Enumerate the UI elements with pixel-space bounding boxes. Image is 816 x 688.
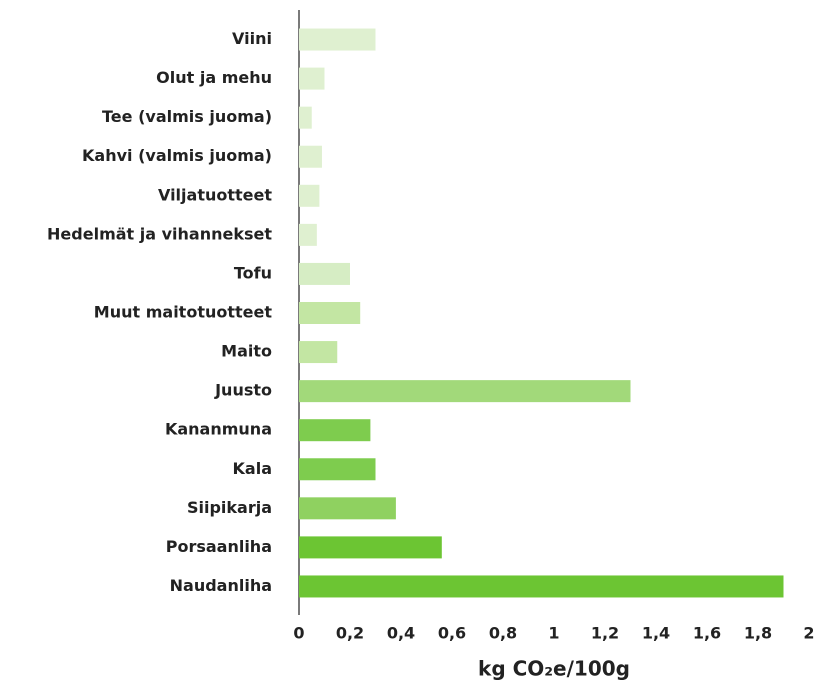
bar xyxy=(299,380,631,403)
y-tick-label: Siipikarja xyxy=(187,498,272,517)
y-tick-label: Kahvi (valmis juoma) xyxy=(82,146,272,165)
bar xyxy=(299,262,350,285)
y-tick-label: Olut ja mehu xyxy=(156,68,272,87)
y-tick-label: Viljatuotteet xyxy=(158,185,272,204)
x-tick-label: 0,8 xyxy=(489,624,517,643)
y-tick-label: Juusto xyxy=(214,381,272,400)
x-tick-label: 0 xyxy=(293,624,304,643)
x-tick-label: 1,6 xyxy=(693,624,721,643)
x-tick-label: 1,4 xyxy=(642,624,670,643)
bar xyxy=(299,575,784,598)
bar xyxy=(299,302,361,324)
bar xyxy=(299,106,312,129)
bar xyxy=(299,341,338,364)
bar xyxy=(299,419,371,442)
bar xyxy=(299,67,325,90)
x-tick-label: 0,6 xyxy=(438,624,466,643)
y-tick-label: Kala xyxy=(233,459,272,478)
bar xyxy=(299,536,442,559)
bar xyxy=(299,28,376,51)
y-tick-label: Maito xyxy=(221,342,272,361)
y-tick-label: Tee (valmis juoma) xyxy=(102,107,272,126)
x-axis-label: kg CO₂e/100g xyxy=(478,657,630,681)
bar xyxy=(299,145,322,168)
x-tick-label: 0,4 xyxy=(387,624,415,643)
x-tick-label: 0,2 xyxy=(336,624,364,643)
bar xyxy=(299,223,317,246)
x-tick-label: 1 xyxy=(548,624,559,643)
x-tick-label: 1,8 xyxy=(744,624,772,643)
y-tick-label: Kananmuna xyxy=(165,420,272,439)
bar xyxy=(299,497,396,520)
x-tick-label: 2 xyxy=(803,624,814,643)
y-tick-label: Tofu xyxy=(234,263,272,282)
y-tick-label: Muut maitotuotteet xyxy=(94,303,273,322)
y-tick-label: Hedelmät ja vihannekset xyxy=(47,224,272,243)
x-tick-label: 1,2 xyxy=(591,624,619,643)
y-tick-label: Naudanliha xyxy=(170,576,272,595)
bar xyxy=(299,458,376,481)
y-tick-label: Viini xyxy=(232,29,272,48)
y-tick-label: Porsaanliha xyxy=(166,537,272,556)
bar xyxy=(299,184,320,207)
